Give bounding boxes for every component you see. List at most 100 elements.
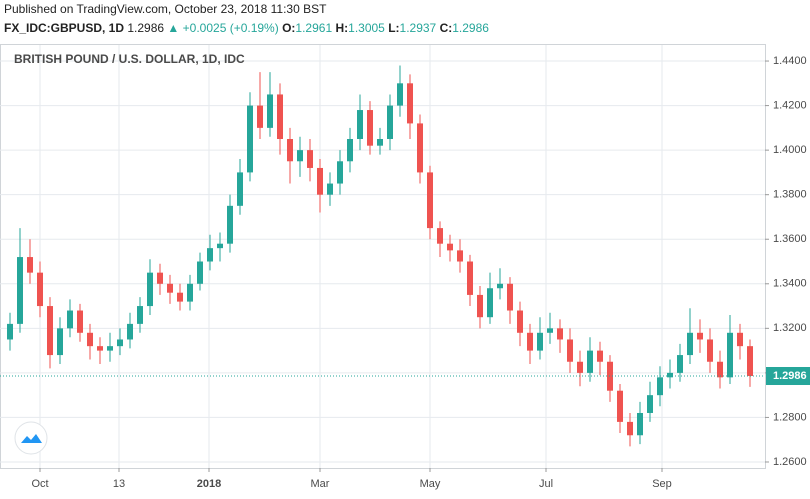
candle-body	[137, 306, 143, 324]
candle-body	[7, 323, 13, 340]
y-tick-label: 1.2800	[773, 411, 807, 423]
candle-body	[367, 110, 373, 146]
candle-body	[547, 328, 553, 333]
candle-body	[457, 250, 463, 262]
candle-body	[727, 332, 733, 378]
open-value: 1.2961	[295, 21, 332, 35]
candle-body	[157, 272, 163, 284]
candle-body	[127, 323, 133, 340]
low-label: L:	[388, 21, 399, 35]
low-value: 1.2937	[400, 21, 437, 35]
candle-body	[97, 346, 103, 351]
candle-body	[357, 110, 363, 139]
candle-body	[177, 292, 183, 302]
candle-body	[567, 339, 573, 362]
x-tick-label: May	[420, 478, 441, 490]
y-tick-label: 1.4400	[773, 55, 807, 67]
candle-body	[247, 105, 253, 173]
candle-body	[27, 257, 33, 273]
candle-body	[707, 339, 713, 362]
x-tick-label: Mar	[311, 478, 330, 490]
candle-body	[107, 346, 113, 351]
candle-body	[527, 332, 533, 351]
x-tick-label: Jul	[539, 478, 553, 490]
y-tick-label: 1.4200	[773, 99, 807, 111]
y-tick-label: 1.3600	[773, 233, 807, 245]
symbol: FX_IDC:GBPUSD, 1D	[4, 21, 124, 35]
high-value: 1.3005	[348, 21, 385, 35]
candle-body	[237, 172, 243, 206]
candle-body	[377, 139, 383, 146]
candle-body	[627, 421, 633, 436]
candle-body	[17, 257, 23, 324]
candle-body	[637, 412, 643, 436]
candle-body	[487, 288, 493, 318]
candle-body	[447, 243, 453, 251]
candle-body	[697, 332, 703, 340]
candle-body	[147, 272, 153, 307]
candle-body	[277, 94, 283, 139]
candle-body	[737, 332, 743, 347]
candle-body	[77, 310, 83, 333]
candle-body	[47, 306, 53, 356]
last-price: 1.2986	[127, 21, 164, 35]
y-tick-label: 1.3800	[773, 189, 807, 201]
y-tick-label: 1.3200	[773, 322, 807, 334]
change-arrow: ▲	[167, 21, 179, 35]
candle-body	[657, 377, 663, 396]
candle-body	[647, 395, 653, 413]
candle-body	[557, 328, 563, 340]
candle-body	[257, 105, 263, 128]
candle-body	[477, 294, 483, 318]
candle-body	[517, 310, 523, 333]
candle-body	[617, 390, 623, 422]
candle-body	[587, 350, 593, 373]
candle-body	[537, 332, 543, 351]
y-tick-label: 1.2600	[773, 456, 807, 468]
candle-body	[297, 150, 303, 162]
candle-body	[187, 283, 193, 302]
candle-body	[57, 328, 63, 356]
close-value: 1.2986	[452, 21, 489, 35]
candle-body	[407, 83, 413, 124]
y-tick-label: 1.4000	[773, 144, 807, 156]
x-tick-label: 2018	[197, 478, 221, 490]
published-note: Published on TradingView.com, October 23…	[4, 2, 327, 16]
x-tick-label: Sep	[652, 478, 672, 490]
candle-body	[317, 167, 323, 195]
x-tick-label: 13	[113, 478, 125, 490]
candle-body	[397, 83, 403, 106]
candle-body	[307, 150, 313, 168]
candle-body	[667, 372, 673, 378]
candle-body	[117, 339, 123, 347]
symbol-line: FX_IDC:GBPUSD, 1D 1.2986 ▲ +0.0025 (+0.1…	[4, 21, 489, 35]
plot-frame	[0, 44, 766, 469]
y-tick-label: 1.3400	[773, 278, 807, 290]
candle-body	[497, 283, 503, 289]
candle-body	[197, 261, 203, 284]
x-tick-label: Oct	[31, 478, 48, 490]
last-price-label: 1.2986	[773, 370, 807, 382]
open-label: O:	[282, 21, 295, 35]
candle-body	[67, 310, 73, 329]
candle-body	[577, 361, 583, 373]
candle-body	[467, 261, 473, 295]
candle-body	[747, 346, 753, 377]
candle-body	[437, 228, 443, 244]
last-price-box	[766, 367, 810, 386]
candle-body	[327, 183, 333, 195]
candle-body	[417, 123, 423, 173]
candle-body	[287, 139, 293, 162]
high-label: H:	[335, 21, 348, 35]
candle-body	[347, 139, 353, 162]
candle-body	[387, 105, 393, 139]
change: +0.0025 (+0.19%)	[183, 21, 279, 35]
close-label: C:	[440, 21, 453, 35]
candle-body	[227, 205, 233, 244]
candle-body	[87, 332, 93, 347]
candle-body	[37, 272, 43, 307]
candle-body	[167, 283, 173, 293]
candle-body	[717, 361, 723, 378]
candle-body	[507, 283, 513, 311]
